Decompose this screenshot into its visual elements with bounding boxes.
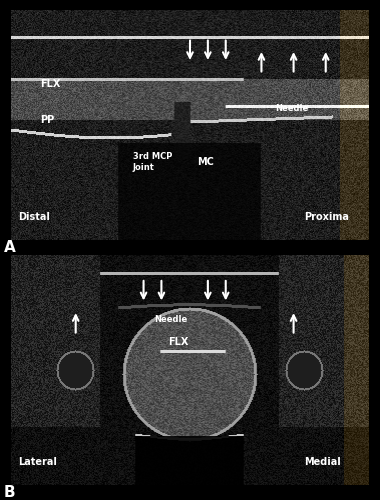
Text: FLX: FLX: [40, 78, 60, 88]
Text: Medial: Medial: [304, 457, 341, 467]
Text: Proxima: Proxima: [304, 212, 349, 222]
Text: Needle: Needle: [276, 104, 309, 114]
Text: Lateral: Lateral: [19, 457, 57, 467]
Text: A: A: [4, 240, 16, 255]
Text: 3rd MCP
Joint: 3rd MCP Joint: [133, 152, 172, 172]
Text: Distal: Distal: [19, 212, 51, 222]
Text: Needle: Needle: [154, 315, 188, 324]
Text: FLX: FLX: [169, 338, 189, 347]
Text: PP: PP: [40, 116, 54, 126]
Text: B: B: [4, 485, 16, 500]
Text: MC: MC: [197, 157, 214, 167]
